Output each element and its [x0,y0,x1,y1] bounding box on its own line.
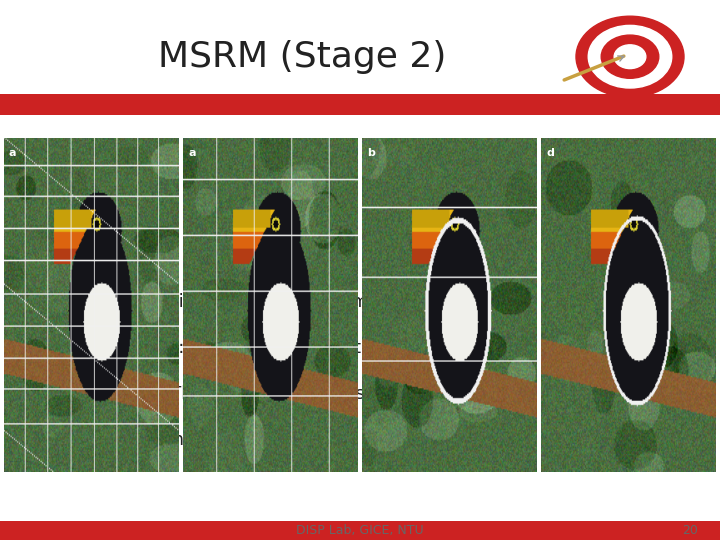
Text: •: • [32,382,45,402]
Text: Second figure: The first stage (1st round).: Second figure: The first stage (1st roun… [54,339,432,357]
Text: a: a [188,148,196,158]
Text: •: • [32,336,45,356]
Text: a: a [9,148,17,158]
Text: 20: 20 [683,524,698,537]
Text: •: • [32,290,45,310]
Bar [0,94,720,115]
Circle shape [601,35,659,78]
Bar [0,521,720,540]
Circle shape [614,45,646,69]
Text: b: b [367,148,375,158]
Text: Third figure: The Second stage (1st round).: Third figure: The Second stage (1st roun… [54,385,443,403]
Text: d: d [546,148,554,158]
Text: DISP Lab, GICE, NTU: DISP Lab, GICE, NTU [296,524,424,537]
Text: Last figure: The merging results.: Last figure: The merging results. [54,431,348,449]
Text: First figure: Initial mean shift segmentation.: First figure: Initial mean shift segment… [54,293,449,312]
Text: •: • [32,428,45,448]
Circle shape [576,16,684,97]
Circle shape [588,25,672,88]
Text: MSRM (Stage 2): MSRM (Stage 2) [158,40,446,73]
